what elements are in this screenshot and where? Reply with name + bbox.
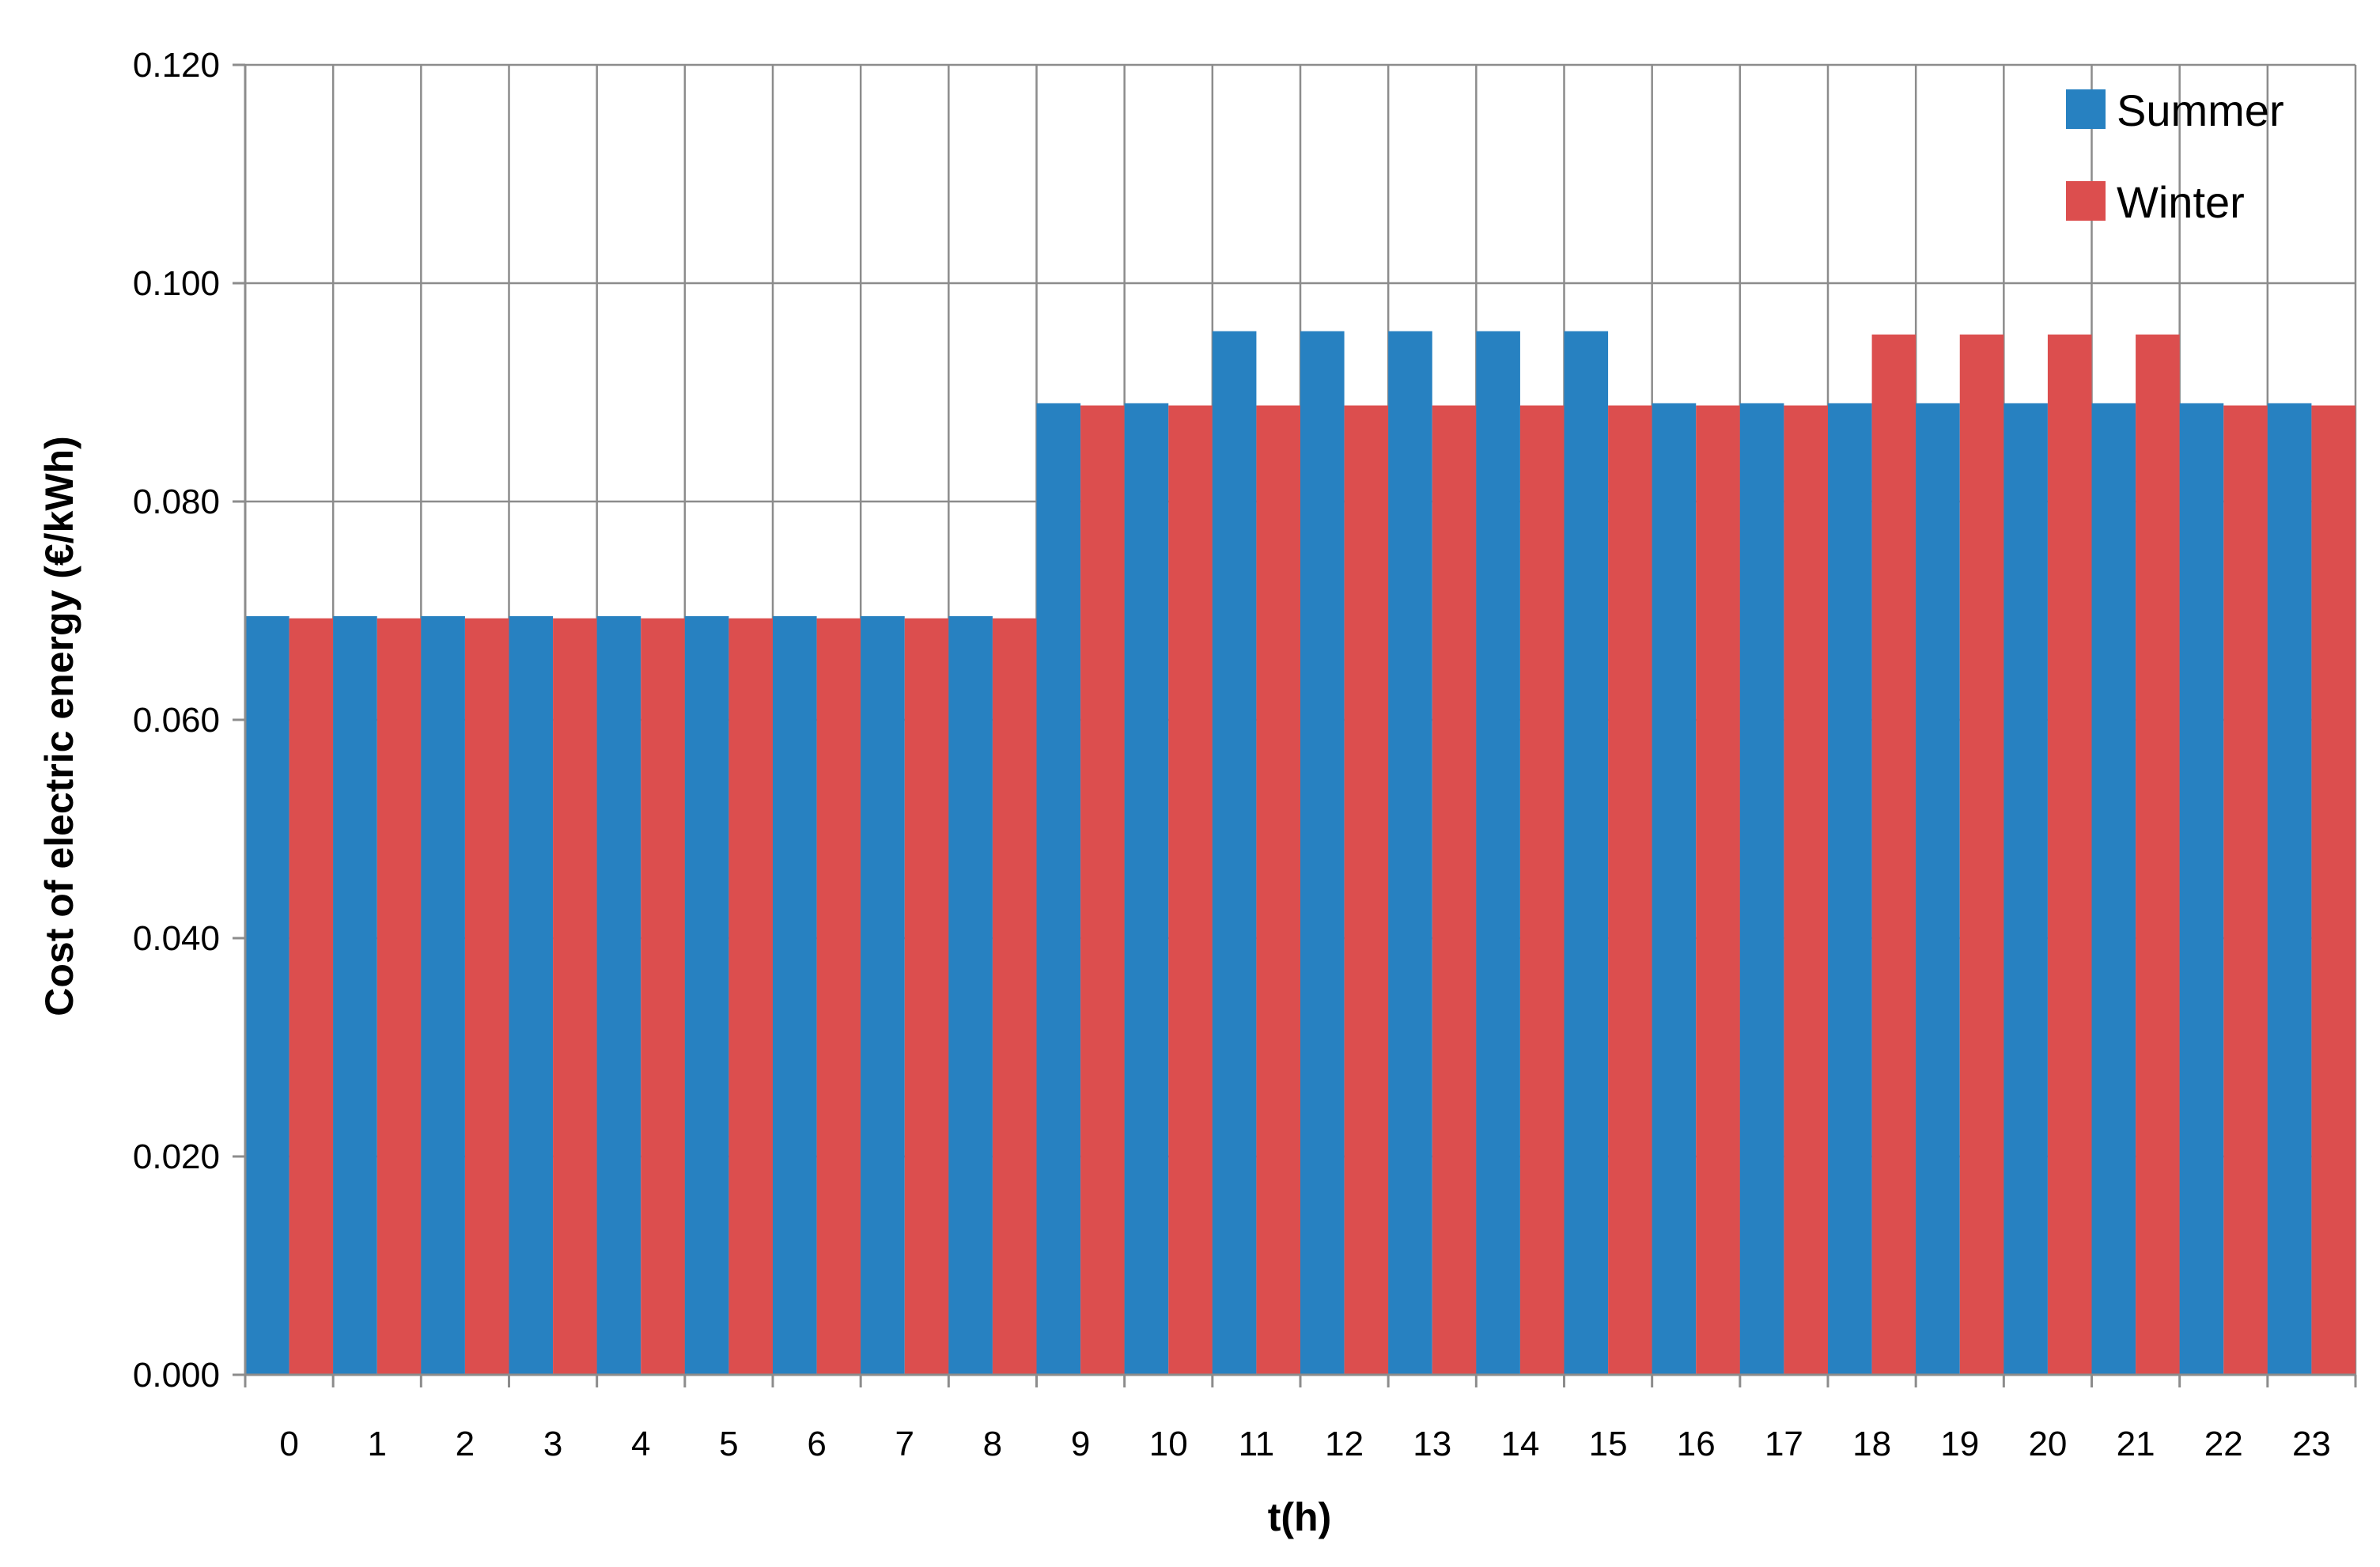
x-tick-label: 6 — [807, 1425, 826, 1463]
x-tick-label: 8 — [983, 1425, 1002, 1463]
bar-summer-18 — [1828, 403, 1872, 1375]
bar-summer-0 — [245, 615, 289, 1375]
bar-summer-1 — [333, 615, 377, 1375]
bar-summer-11 — [1212, 331, 1257, 1376]
bar-summer-19 — [1916, 403, 1960, 1375]
bar-winter-5 — [728, 618, 773, 1375]
y-tick-label: 0.020 — [133, 1137, 220, 1176]
bar-winter-8 — [992, 618, 1037, 1375]
bar-summer-3 — [509, 615, 554, 1375]
y-tick-label: 0.000 — [133, 1356, 220, 1395]
legend-item-summer: Summer — [2066, 85, 2284, 135]
x-tick-label: 15 — [1589, 1425, 1628, 1463]
bar-winter-14 — [1519, 405, 1565, 1375]
legend-label: Summer — [2117, 85, 2284, 135]
legend-label: Winter — [2117, 177, 2245, 227]
x-tick-label: 18 — [1852, 1425, 1891, 1463]
x-tick-label: 5 — [719, 1425, 738, 1463]
bar-summer-23 — [2267, 403, 2312, 1375]
bars-layer — [245, 331, 2355, 1376]
bar-winter-22 — [2223, 405, 2268, 1375]
bar-summer-22 — [2179, 403, 2224, 1375]
x-tick-label: 13 — [1413, 1425, 1451, 1463]
bar-winter-9 — [1080, 405, 1125, 1375]
bar-summer-5 — [684, 615, 729, 1375]
x-tick-label: 22 — [2204, 1425, 2243, 1463]
bar-winter-4 — [641, 618, 685, 1375]
y-tick-label: 0.100 — [133, 264, 220, 303]
bar-winter-15 — [1608, 405, 1652, 1375]
bar-winter-20 — [2047, 334, 2092, 1375]
legend-item-winter: Winter — [2066, 177, 2245, 227]
bar-winter-21 — [2136, 334, 2180, 1375]
legend-swatch — [2066, 181, 2106, 221]
bar-winter-1 — [376, 618, 422, 1375]
x-tick-label: 12 — [1325, 1425, 1364, 1463]
x-tick-label: 0 — [279, 1425, 298, 1463]
x-tick-label: 4 — [631, 1425, 650, 1463]
x-tick-label: 16 — [1677, 1425, 1716, 1463]
bar-summer-10 — [1124, 403, 1169, 1375]
x-tick-label: 9 — [1071, 1425, 1090, 1463]
x-axis-title: t(h) — [1268, 1495, 1332, 1539]
y-tick-label: 0.060 — [133, 701, 220, 740]
bar-summer-8 — [948, 615, 993, 1375]
x-tick-label: 1 — [368, 1425, 387, 1463]
x-tick-label: 14 — [1500, 1425, 1539, 1463]
y-tick-label: 0.080 — [133, 483, 220, 521]
bar-summer-15 — [1564, 331, 1609, 1376]
x-tick-label: 10 — [1149, 1425, 1188, 1463]
bar-summer-21 — [2091, 403, 2136, 1375]
x-tick-label: 2 — [456, 1425, 475, 1463]
x-tick-label: 7 — [895, 1425, 914, 1463]
x-tick-label: 21 — [2117, 1425, 2155, 1463]
bar-winter-23 — [2311, 405, 2355, 1375]
bar-summer-17 — [1739, 403, 1784, 1375]
bar-summer-7 — [861, 615, 905, 1375]
bar-winter-16 — [1696, 405, 1740, 1375]
x-tick-label: 20 — [2028, 1425, 2067, 1463]
bar-winter-7 — [904, 618, 949, 1375]
legend-swatch — [2066, 89, 2106, 129]
bar-winter-13 — [1432, 405, 1477, 1375]
bar-winter-18 — [1871, 334, 1916, 1375]
bar-summer-20 — [2004, 403, 2048, 1375]
y-axis-title: Cost of electric energy (€/kWh) — [37, 436, 81, 1016]
legend: Summer Winter — [2066, 85, 2284, 227]
y-tick-label: 0.120 — [133, 46, 220, 85]
bar-winter-12 — [1344, 405, 1389, 1375]
y-tick-label: 0.040 — [133, 919, 220, 958]
bar-summer-2 — [421, 615, 465, 1375]
x-tick-label: 17 — [1765, 1425, 1803, 1463]
x-tick-label: 19 — [1940, 1425, 1979, 1463]
bar-winter-10 — [1168, 405, 1213, 1375]
x-tick-label: 3 — [543, 1425, 562, 1463]
bar-winter-0 — [289, 618, 334, 1375]
bar-winter-2 — [464, 618, 509, 1375]
bar-summer-13 — [1388, 331, 1432, 1376]
bar-winter-3 — [553, 618, 597, 1375]
bar-summer-14 — [1476, 331, 1520, 1376]
bar-summer-12 — [1300, 331, 1345, 1376]
bar-summer-9 — [1036, 403, 1081, 1375]
x-tick-label: 11 — [1239, 1425, 1275, 1463]
bar-summer-4 — [596, 615, 641, 1375]
x-tick-label: 23 — [2292, 1425, 2331, 1463]
bar-winter-6 — [816, 618, 861, 1375]
bar-summer-16 — [1652, 403, 1697, 1375]
bar-summer-6 — [773, 615, 817, 1375]
bar-winter-11 — [1256, 405, 1300, 1375]
bar-winter-17 — [1784, 405, 1828, 1375]
bar-winter-19 — [1959, 334, 2004, 1375]
